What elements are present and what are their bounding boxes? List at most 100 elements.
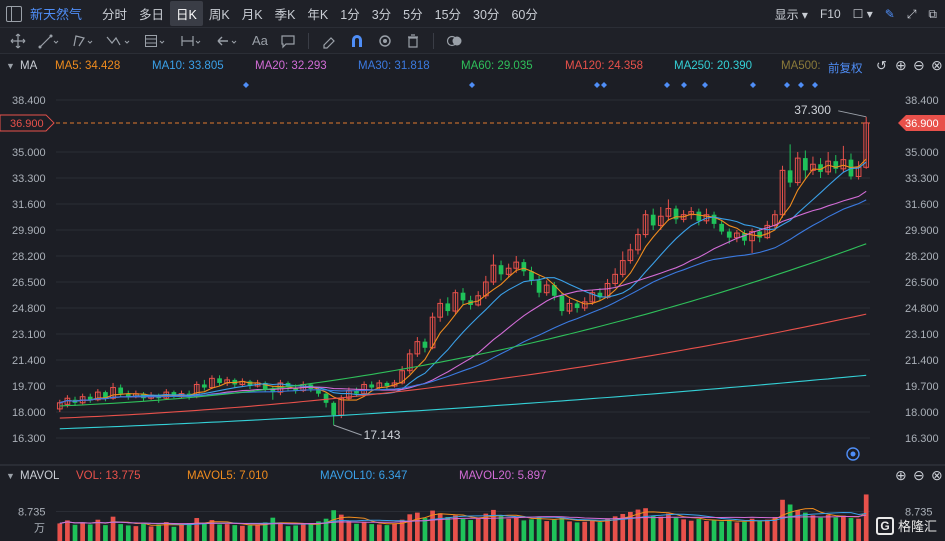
adjust-mode[interactable]: 前复权 — [828, 63, 863, 75]
comment-icon[interactable] — [280, 31, 296, 51]
tab-weekly-k[interactable]: 周K — [208, 8, 230, 22]
close-indicator-icon[interactable]: ⊗ — [931, 57, 943, 73]
volume-bar — [666, 513, 671, 541]
candle-body — [323, 393, 329, 403]
popout-icon[interactable]: ⧉ — [928, 6, 937, 21]
volume-bar — [201, 522, 207, 541]
volume-bar — [795, 510, 801, 541]
volume-bar — [802, 512, 808, 541]
volume-bar — [316, 521, 321, 541]
tab-5min[interactable]: 5分 — [403, 8, 423, 22]
candle-body — [597, 292, 603, 298]
tab-quarterly-k[interactable]: 季K — [274, 8, 296, 22]
volume-bar — [453, 515, 458, 541]
tab-intraday[interactable]: 分时 — [102, 8, 128, 22]
drawing-toolbar: Aa — [0, 28, 945, 54]
f10-button[interactable]: F10 — [819, 7, 841, 21]
candle-body — [262, 382, 268, 390]
text-tool-icon[interactable]: Aa — [252, 33, 268, 48]
tab-15min[interactable]: 15分 — [434, 8, 462, 22]
volume-bar — [825, 514, 831, 541]
remove-indicator-icon[interactable]: ⊖ — [913, 467, 925, 483]
display-label: 显示 — [774, 7, 799, 22]
reset-icon[interactable]: ↺ — [876, 58, 887, 73]
volume-bar — [369, 524, 375, 541]
separator — [307, 32, 309, 49]
layout-select[interactable]: ☐ ▾ — [852, 7, 873, 21]
toggle-icon[interactable] — [446, 31, 464, 51]
candle-body — [429, 316, 436, 349]
stock-name[interactable]: 新天然气 — [30, 7, 83, 22]
tab-60min[interactable]: 60分 — [511, 8, 538, 22]
price-tick-left: 23.100 — [12, 329, 46, 341]
candle-body — [863, 122, 870, 168]
tab-multiday[interactable]: 多日 — [139, 8, 165, 22]
volume-indicator-name[interactable]: MAVOL — [20, 470, 60, 482]
tab-monthly-k[interactable]: 月K — [241, 8, 263, 22]
add-indicator-icon[interactable]: ⊕ — [895, 57, 907, 73]
candle-body — [711, 214, 717, 224]
wave-icon[interactable] — [106, 31, 132, 51]
measure-icon[interactable] — [180, 31, 204, 51]
sidebar-toggle-icon[interactable] — [6, 5, 22, 22]
candle-body — [757, 231, 763, 238]
tab-yearly-k[interactable]: 年K — [307, 8, 329, 22]
trash-icon[interactable] — [405, 31, 421, 51]
magnet-icon[interactable] — [349, 31, 365, 51]
volume-bar — [80, 522, 85, 541]
volume-bar — [787, 504, 793, 541]
trendline-icon[interactable] — [38, 31, 60, 51]
candle-body — [521, 262, 527, 272]
volume-bar — [863, 494, 869, 541]
vol-value: VOL: 13.775 — [76, 470, 141, 482]
crosshair-icon[interactable] — [10, 31, 26, 51]
tab-1min[interactable]: 1分 — [340, 8, 360, 22]
event-marker — [812, 82, 818, 88]
candle-body — [452, 292, 459, 312]
price-tick-left: 33.300 — [12, 173, 46, 185]
polyline-icon[interactable] — [72, 31, 94, 51]
volume-bar — [240, 525, 245, 541]
remove-indicator-icon[interactable]: ⊖ — [913, 57, 925, 73]
close-indicator-icon[interactable]: ⊗ — [931, 467, 943, 483]
event-marker — [601, 82, 607, 88]
tab-3min[interactable]: 3分 — [371, 8, 392, 22]
volume-bar — [780, 499, 785, 541]
add-indicator-icon[interactable]: ⊕ — [895, 467, 907, 483]
volume-tick-left: 8.735 — [18, 506, 46, 518]
volume-bar — [810, 515, 816, 541]
price-tick-left: 21.400 — [12, 355, 46, 367]
candle-body — [581, 301, 588, 309]
candlestick-chart[interactable]: 38.400 38.400 35.000 35.000 33.300 33.300 31.6… — [0, 78, 945, 464]
volume-bar — [163, 522, 169, 541]
volume-bar — [704, 521, 709, 541]
pen-icon[interactable]: ✎ — [884, 7, 895, 21]
candle-body — [818, 164, 823, 172]
pane-divider[interactable] — [0, 464, 945, 466]
arrow-icon[interactable] — [216, 31, 240, 51]
indicator-name[interactable]: MA — [20, 60, 38, 72]
volume-chart[interactable]: 8.735 万 8.735 — [0, 488, 945, 541]
fibonacci-icon[interactable] — [144, 31, 168, 51]
collapse-icon[interactable]: ▼ — [6, 471, 15, 481]
volume-bar — [323, 518, 329, 541]
fullscreen-icon[interactable]: ⤢ — [906, 6, 917, 21]
display-menu[interactable]: 显示 ▾ — [774, 7, 808, 22]
tab-30min[interactable]: 30分 — [473, 8, 500, 22]
candle-body — [673, 208, 679, 220]
volume-bar — [171, 526, 177, 541]
volume-bar — [103, 525, 108, 541]
ma-legend: ▼ MA MA5: 34.428 MA10: 33.805 MA20: 32.2… — [0, 56, 945, 78]
candle-body — [171, 392, 177, 397]
price-tick-right: 19.700 — [905, 381, 939, 393]
ma120-line — [59, 313, 867, 419]
collapse-icon[interactable]: ▼ — [6, 61, 15, 71]
eye-icon[interactable] — [377, 31, 393, 51]
price-tick-left: 31.600 — [12, 199, 46, 211]
tab-daily-k[interactable]: 日K — [170, 1, 203, 26]
eraser-icon[interactable] — [321, 31, 337, 51]
brand-watermark: G 格隆汇 — [875, 516, 937, 535]
volume-bar — [194, 518, 200, 541]
price-tick-right: 26.500 — [905, 277, 939, 289]
price-chart[interactable]: 38.400 38.400 35.000 35.000 33.300 33.300 31.6… — [0, 78, 945, 464]
